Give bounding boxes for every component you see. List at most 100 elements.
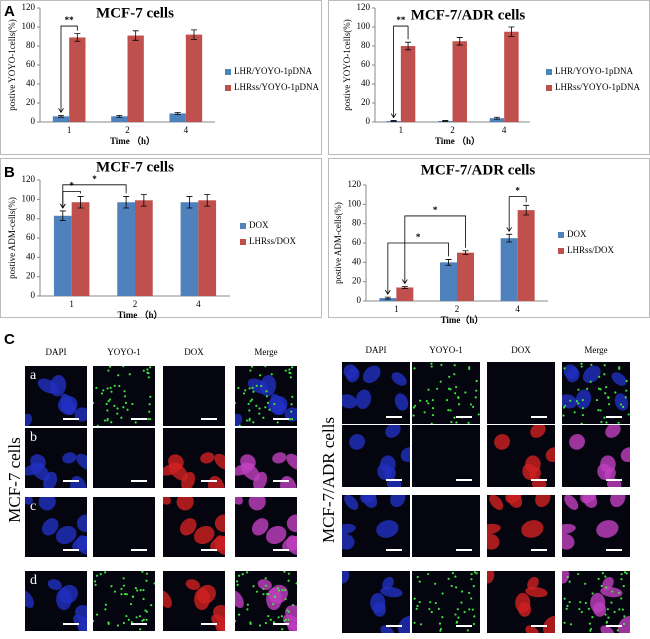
dot <box>569 399 572 402</box>
micrograph-bg <box>412 425 480 487</box>
dot <box>145 610 149 613</box>
dot <box>418 600 421 604</box>
bar <box>53 215 72 296</box>
dot <box>416 604 419 608</box>
dot <box>235 401 237 405</box>
dot <box>284 369 287 372</box>
dot <box>427 572 430 576</box>
error-bar <box>123 196 130 209</box>
nucleus <box>240 462 260 481</box>
bar <box>135 200 153 296</box>
dot <box>427 388 430 391</box>
dot <box>463 610 466 614</box>
error-bar <box>384 296 391 300</box>
dot <box>258 412 261 415</box>
x-tick-label: 1 <box>399 125 404 135</box>
dot <box>248 417 251 421</box>
dot <box>441 592 444 595</box>
legend-label: LHRss/YOYO-1pDNA <box>234 82 319 92</box>
dot <box>120 416 123 419</box>
dot <box>599 409 602 412</box>
x-axis-label: Time（h） <box>441 315 484 325</box>
nucleus <box>285 604 297 623</box>
dot <box>283 619 286 622</box>
nucleus <box>596 520 619 538</box>
dot <box>246 571 249 574</box>
dot <box>614 391 617 394</box>
panel-label: B <box>4 164 15 181</box>
dot <box>288 368 291 371</box>
y-tick-label: 60 <box>352 237 362 247</box>
dot <box>419 399 422 402</box>
column-header: DOX <box>184 347 204 357</box>
bar <box>489 118 505 122</box>
nucleus <box>286 535 297 555</box>
dot <box>586 387 589 390</box>
micrograph-bg <box>163 366 225 426</box>
micrograph <box>342 495 410 557</box>
x-axis-label: Time （h） <box>110 136 155 146</box>
nucleus <box>235 413 243 426</box>
nucleus <box>600 455 616 473</box>
dot <box>430 362 433 365</box>
dot <box>108 366 112 368</box>
bar <box>198 200 217 296</box>
dot <box>595 398 599 402</box>
dot <box>625 379 628 383</box>
dot <box>149 395 152 398</box>
dot <box>428 607 431 611</box>
y-tick-label: 80 <box>26 213 36 223</box>
nucleus <box>535 495 551 508</box>
nucleus <box>515 592 531 613</box>
dot <box>142 588 145 592</box>
dot <box>278 589 281 592</box>
dot <box>456 608 459 611</box>
micrograph <box>562 571 630 633</box>
nucleus <box>611 372 627 386</box>
micrograph <box>235 428 297 488</box>
chart-title: MCF-7 cells <box>96 5 174 21</box>
dot <box>625 389 628 392</box>
micrograph <box>487 362 555 424</box>
nucleus <box>385 425 401 438</box>
micrograph <box>93 497 155 557</box>
dot <box>258 407 261 410</box>
dot <box>618 608 621 611</box>
dot <box>122 621 126 625</box>
dot <box>141 571 144 573</box>
nucleus <box>284 407 297 422</box>
x-tick-label: 2 <box>133 299 138 309</box>
dot <box>577 572 580 576</box>
bar <box>396 287 414 301</box>
dot <box>142 369 145 372</box>
x-tick-label: 2 <box>125 125 130 135</box>
nucleus <box>37 378 59 394</box>
nucleus <box>286 453 297 471</box>
dot <box>129 603 133 606</box>
dot <box>589 629 592 632</box>
dot <box>120 593 123 596</box>
y-tick-label: 120 <box>348 179 362 189</box>
dot <box>413 621 416 624</box>
dot <box>588 622 592 625</box>
y-tick-label: 120 <box>357 2 371 12</box>
dot <box>605 385 608 389</box>
nucleus <box>266 525 287 545</box>
dot <box>457 396 460 399</box>
dot <box>290 403 293 406</box>
dot <box>281 628 284 631</box>
dot <box>603 364 606 367</box>
chart: MCF-7/ADR cells 0 20 40 60 80 100 120 postive AD… <box>328 158 650 325</box>
nucleus <box>394 393 409 411</box>
dot <box>580 610 583 614</box>
dot <box>562 414 565 417</box>
error-bar <box>191 29 197 40</box>
nucleus <box>163 590 172 609</box>
dot <box>269 618 272 621</box>
dot <box>281 588 284 592</box>
error-bar <box>390 120 397 122</box>
error-bar <box>186 196 193 209</box>
nucleus <box>525 586 548 598</box>
nucleus <box>487 571 495 584</box>
dot <box>468 591 471 595</box>
